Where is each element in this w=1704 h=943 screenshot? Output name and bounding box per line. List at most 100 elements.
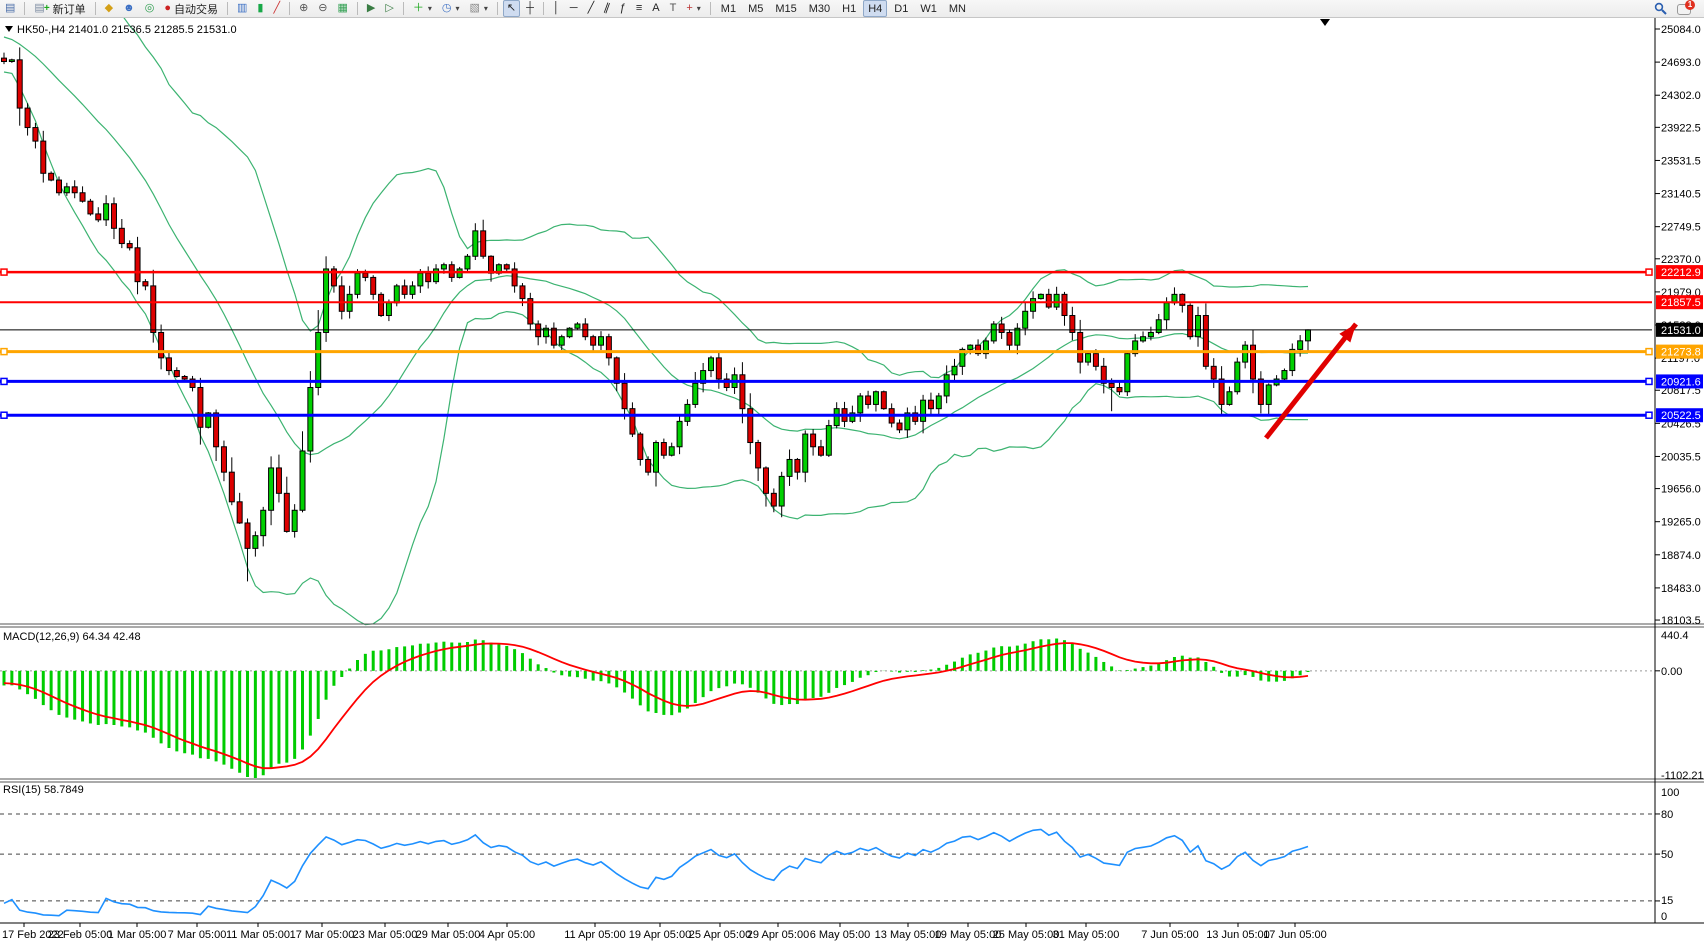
zoom-in-button[interactable]: ⊕ xyxy=(295,0,312,17)
trend-arrow-annotation[interactable] xyxy=(1264,322,1358,440)
auto-trading-button[interactable]: ● 自动交易 xyxy=(160,0,222,17)
tile-windows-button[interactable]: ▦ xyxy=(334,0,352,17)
price-tick-label: 22370.0 xyxy=(1661,254,1701,266)
quick-trade-collapse-icon[interactable] xyxy=(5,26,13,32)
autotrade-icon: ● xyxy=(164,2,171,14)
candle xyxy=(110,197,117,240)
zoom-out-icon: ⊖ xyxy=(318,2,328,14)
metaeditor-button[interactable]: ◆ xyxy=(101,0,117,17)
line-handle[interactable] xyxy=(0,347,8,356)
candle xyxy=(134,236,141,295)
candle xyxy=(236,492,243,524)
candle xyxy=(998,316,1005,339)
timeframe-m1-button[interactable]: M1 xyxy=(720,2,737,15)
candle xyxy=(197,377,204,445)
vline-icon: │ xyxy=(552,2,560,14)
zoom-in-icon: ⊕ xyxy=(299,2,309,14)
indicators-button[interactable]: ＋ ▾ xyxy=(409,0,436,17)
candle xyxy=(244,518,251,582)
chart-shift-marker-icon[interactable] xyxy=(1320,19,1330,26)
line-handle[interactable] xyxy=(1645,411,1653,419)
bollinger-middle-band[interactable] xyxy=(3,36,1309,456)
periods-button[interactable]: ◷ ▾ xyxy=(438,0,464,17)
horizontal-line-button[interactable]: ─ xyxy=(566,0,582,17)
candle xyxy=(637,432,644,466)
time-tick-label: 29 Apr 05:00 xyxy=(747,929,809,941)
candle xyxy=(307,371,314,463)
candle xyxy=(747,393,754,455)
crosshair-button[interactable]: ┼ xyxy=(522,0,538,17)
chevron-down-icon: ▾ xyxy=(696,4,701,13)
notification-badge: 1 xyxy=(1685,0,1695,10)
channel-button[interactable]: ∥ xyxy=(600,0,614,17)
candle xyxy=(1069,306,1076,341)
candle-chart-mode-button[interactable]: ▮ xyxy=(253,0,267,17)
candle xyxy=(825,419,832,457)
toolbar-separator xyxy=(496,2,498,15)
candle xyxy=(1077,319,1084,374)
candle xyxy=(338,276,345,320)
text-label-button[interactable]: T xyxy=(666,0,681,17)
chart-shift-button[interactable]: ▷ xyxy=(381,0,397,17)
macd-min-label: -1102.21 xyxy=(1661,770,1704,782)
bollinger-upper-band[interactable] xyxy=(3,0,1309,379)
line-handle[interactable] xyxy=(0,377,8,386)
line-handle[interactable] xyxy=(1645,347,1653,356)
candle xyxy=(1014,323,1021,355)
fibonacci-button[interactable]: ƒ xyxy=(616,0,630,17)
line-handle[interactable] xyxy=(1645,268,1653,276)
cursor-button[interactable]: ↖ xyxy=(502,0,521,17)
zoom-out-button[interactable]: ⊖ xyxy=(314,0,331,17)
candle xyxy=(1265,383,1272,415)
candle xyxy=(323,256,330,342)
price-level-badge xyxy=(1656,374,1703,389)
candle xyxy=(605,333,612,366)
timeframe-w1-button[interactable]: W1 xyxy=(920,2,937,15)
timeframe-m5-button[interactable]: M5 xyxy=(748,2,764,15)
new-order-button[interactable]: ▤ + 新订单 xyxy=(30,0,89,17)
market-watch-button[interactable]: ▤ xyxy=(1,0,19,17)
candle xyxy=(1289,343,1296,377)
line-handle[interactable] xyxy=(0,411,8,419)
templates-button[interactable]: ▧ ▾ xyxy=(465,0,491,17)
cursor-icon: ↖ xyxy=(506,2,517,14)
candle xyxy=(1030,291,1037,319)
time-tick-label: 13 May 05:00 xyxy=(875,929,942,941)
fibo-grid-button[interactable]: ≡ xyxy=(632,0,646,17)
doc-plus-icon: ▤ xyxy=(34,2,45,14)
timeframe-m15-button[interactable]: M15 xyxy=(775,2,797,15)
rsi-line xyxy=(3,828,1309,917)
bar-chart-mode-button[interactable]: ▥ xyxy=(233,0,251,17)
candle xyxy=(1234,357,1241,395)
toolbar-separator xyxy=(709,2,711,15)
search-icon[interactable] xyxy=(1650,0,1671,17)
candle xyxy=(409,281,416,299)
channel-icon: ∥ xyxy=(602,1,612,15)
candle xyxy=(291,504,298,538)
line-handle[interactable] xyxy=(1645,377,1653,386)
auto-scroll-button[interactable]: ▶ xyxy=(363,0,379,17)
fib-icon: ƒ xyxy=(619,2,626,14)
signals-button[interactable]: ◎ xyxy=(141,0,159,17)
text-button[interactable]: A xyxy=(648,0,663,17)
line-handle[interactable] xyxy=(0,268,8,276)
community-button[interactable]: ☻ xyxy=(119,0,139,17)
timeframe-mn-button[interactable]: MN xyxy=(948,2,966,15)
timeframe-h1-button[interactable]: H1 xyxy=(842,2,857,15)
trendline-button[interactable]: ╱ xyxy=(584,0,599,17)
notifications-button[interactable]: 1 xyxy=(1673,0,1697,17)
candle xyxy=(1195,306,1202,347)
line-chart-mode-button[interactable]: ╱ xyxy=(269,0,284,17)
timeframe-h4-button[interactable]: H4 xyxy=(863,0,888,17)
arrows-button[interactable]: + ▾ xyxy=(682,0,704,17)
toolbar-right: 1 xyxy=(1649,0,1698,17)
timeframe-d1-button[interactable]: D1 xyxy=(894,2,909,15)
time-tick-label: 11 Apr 05:00 xyxy=(564,929,626,941)
macd-max-label: 440.4 xyxy=(1661,630,1689,642)
price-tick-label: 24302.0 xyxy=(1661,90,1701,102)
timeframe-m30-button[interactable]: M30 xyxy=(808,2,831,15)
time-tick-label: 23 Feb 05:00 xyxy=(48,929,113,941)
vertical-line-button[interactable]: │ xyxy=(549,0,564,17)
chart-plot-area[interactable] xyxy=(0,17,1655,624)
